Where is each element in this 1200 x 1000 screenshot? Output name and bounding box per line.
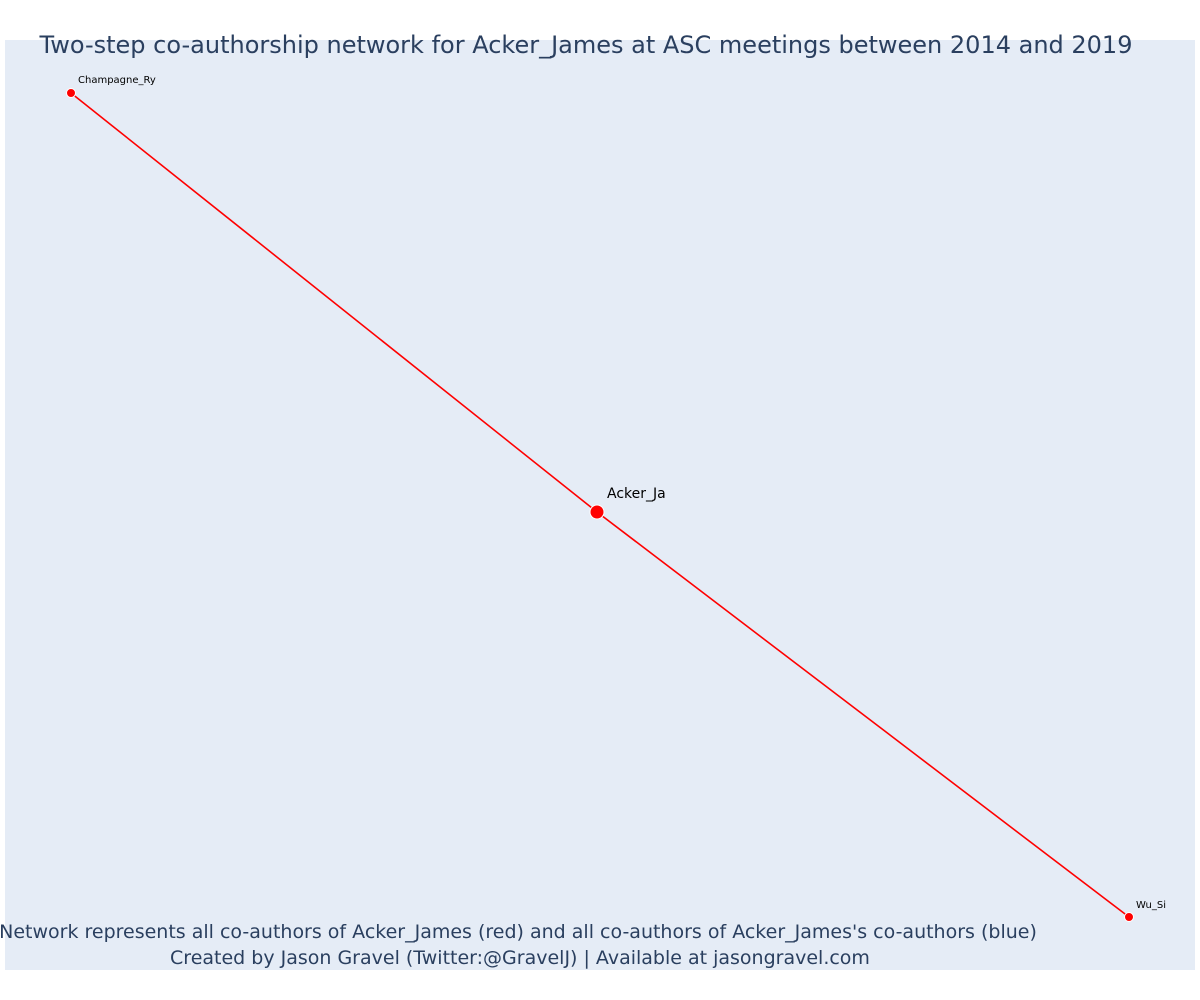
node-label-wu-si: Wu_Si <box>1136 900 1166 911</box>
nodes-layer <box>66 88 1134 922</box>
footnote-line-2: Created by Jason Gravel (Twitter:@Gravel… <box>170 947 870 969</box>
node-wu-si[interactable] <box>1124 912 1134 922</box>
edge-acker-ja-wu-si <box>596 511 1130 918</box>
node-champagne-ry[interactable] <box>66 88 76 98</box>
node-acker-ja[interactable] <box>589 504 605 520</box>
labels-layer: Acker_Ja Champagne_Ry Wu_Si <box>78 75 1166 911</box>
node-label-champagne-ry: Champagne_Ry <box>78 75 156 86</box>
node-label-acker-ja: Acker_Ja <box>607 486 666 502</box>
footnote-line-1: Network represents all co-authors of Ack… <box>0 921 1037 943</box>
edge-acker-ja-champagne-ry <box>70 92 598 513</box>
plot-background <box>5 40 1195 970</box>
chart-title: Two-step co-authorship network for Acker… <box>39 31 1133 59</box>
edges-layer <box>70 92 1130 918</box>
